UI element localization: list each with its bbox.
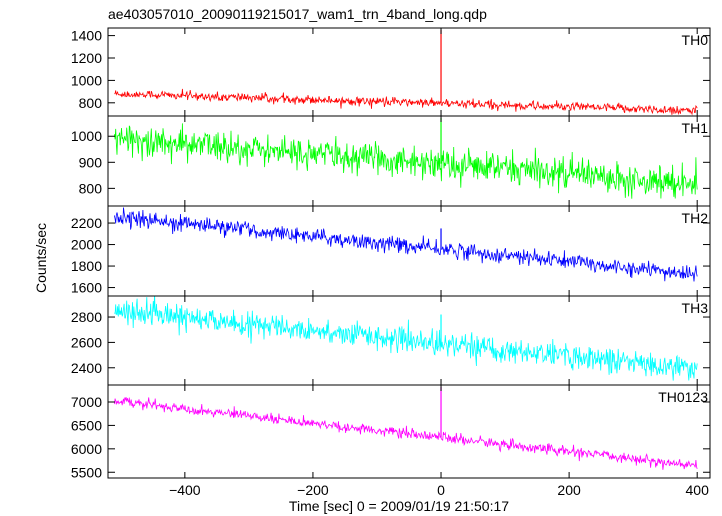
panel-frame-th1 (107, 115, 711, 207)
series-line-th3 (114, 296, 698, 381)
series-line-th0 (114, 88, 698, 116)
series-line-th2 (114, 207, 698, 282)
y-tick-label: 900 (79, 154, 103, 170)
y-tick-label: 1600 (71, 280, 102, 296)
y-tick-label: 7000 (71, 394, 102, 410)
panel-frame-th0123 (107, 384, 711, 479)
y-tick-label: 1000 (71, 72, 102, 88)
x-axis-label: Time [sec] 0 = 2009/01/19 21:50:17 (289, 498, 509, 514)
panel-th0: 800 1000 1200 1400 TH0 (71, 27, 711, 117)
y-axis-label: Counts/sec (33, 223, 49, 293)
y-tick-label: 800 (79, 95, 103, 111)
panel-label-th0123: TH0123 (658, 389, 708, 405)
x-axis-ticks: −400 −200 0 200 400 (169, 482, 709, 498)
y-tick-label: 1000 (71, 128, 102, 144)
y-tick-label: 2200 (71, 215, 102, 231)
panel-label-th3: TH3 (682, 300, 709, 316)
y-tick-label: 6000 (71, 441, 102, 457)
panel-th2: 1600 1800 2000 2200 TH2 (71, 205, 711, 297)
x-tick-label: 0 (437, 482, 445, 498)
panel-frame-th2 (107, 205, 711, 297)
panel-th1: 800 900 1000 TH1 (71, 115, 711, 207)
panel-label-th0: TH0 (682, 32, 709, 48)
y-tick-label: 2000 (71, 237, 102, 253)
panel-th0123: 5500 6000 6500 7000 TH0123 (71, 384, 711, 480)
panels-group: 800 1000 1200 1400 TH0 800 900 1000 TH1 1600 1800 2… (71, 27, 711, 480)
panel-frame-th0 (107, 27, 711, 117)
y-tick-label: 2600 (71, 334, 102, 350)
series-line-th1 (114, 123, 698, 199)
panel-th3: 2400 2600 2800 TH3 (71, 295, 711, 386)
series-line-th0123 (114, 397, 698, 470)
x-tick-label: −400 (169, 482, 201, 498)
x-tick-label: 200 (557, 482, 581, 498)
y-tick-label: 1400 (71, 28, 102, 44)
panel-label-th2: TH2 (682, 210, 709, 226)
y-tick-label: 2800 (71, 309, 102, 325)
y-tick-label: 6500 (71, 417, 102, 433)
x-tick-label: 400 (686, 482, 710, 498)
y-tick-label: 800 (79, 180, 103, 196)
y-tick-label: 1200 (71, 50, 102, 66)
panel-label-th1: TH1 (682, 120, 709, 136)
y-tick-label: 1800 (71, 258, 102, 274)
y-tick-label: 2400 (71, 360, 102, 376)
x-tick-label: −200 (297, 482, 329, 498)
y-tick-label: 5500 (71, 464, 102, 480)
chart-title: ae403057010_20090119215017_wam1_trn_4ban… (108, 6, 487, 22)
